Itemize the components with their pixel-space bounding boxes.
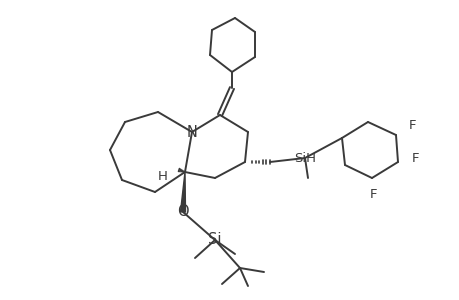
Text: Si: Si [208, 232, 221, 247]
Text: N: N [186, 124, 197, 140]
Text: F: F [409, 118, 416, 131]
Polygon shape [180, 172, 185, 212]
Text: H: H [158, 169, 168, 182]
Text: SiH: SiH [293, 152, 315, 164]
Text: F: F [411, 152, 419, 164]
Text: F: F [369, 188, 377, 200]
Text: O: O [177, 205, 188, 220]
